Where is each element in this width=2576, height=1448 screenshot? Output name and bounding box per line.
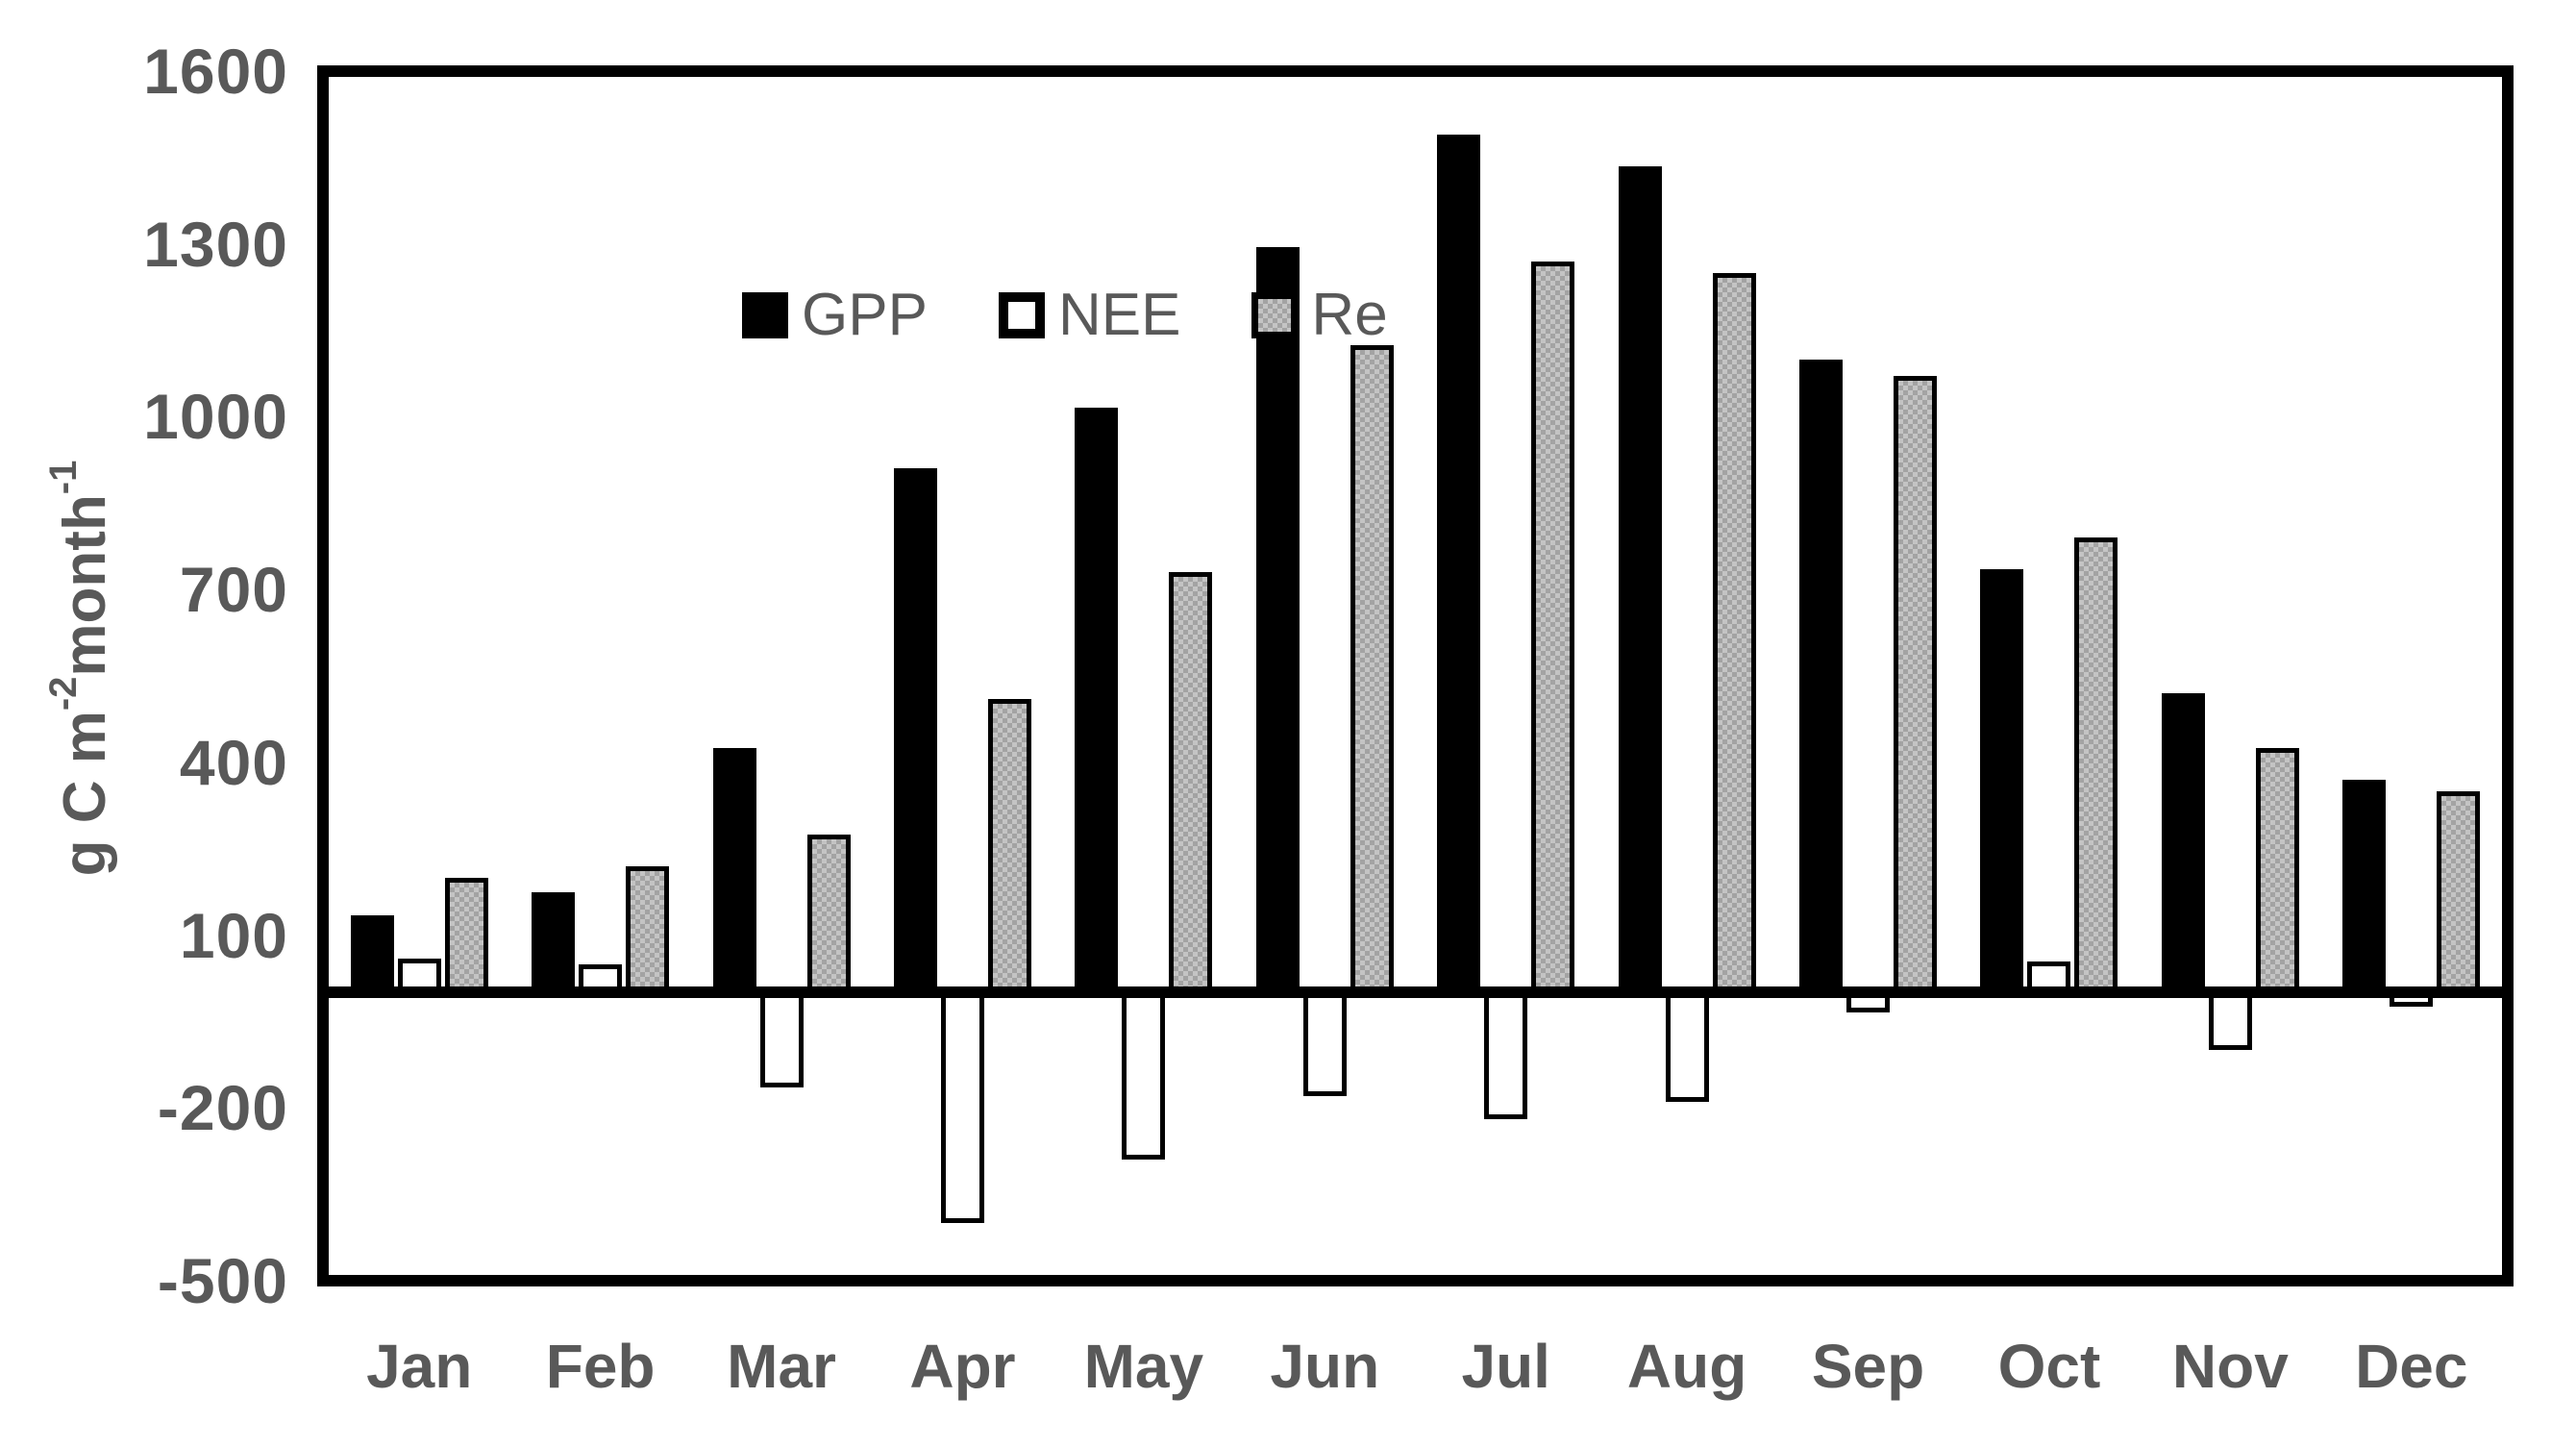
x-category-label-aug: Aug [1626, 1332, 1747, 1401]
legend-item-gpp: GPP [742, 281, 928, 349]
bar-nee-apr [940, 986, 984, 1224]
x-category-label-dec: Dec [2355, 1332, 2468, 1401]
bar-re-dec [2437, 790, 2481, 999]
bar-re-aug [1712, 272, 1756, 999]
bar-nee-aug [1665, 986, 1709, 1103]
legend-label: GPP [802, 282, 928, 348]
bar-re-jul [1531, 261, 1575, 999]
x-category-label-oct: Oct [1997, 1332, 2101, 1401]
bar-gpp-may [1075, 408, 1119, 999]
bar-re-jan [444, 877, 488, 999]
legend-item-re: Re [1251, 281, 1388, 349]
bar-gpp-jul [1437, 134, 1481, 999]
bar-gpp-apr [893, 468, 937, 999]
plot-area: GPP NEE Re [317, 65, 2514, 1286]
bar-gpp-nov [2161, 692, 2205, 999]
x-category-label-sep: Sep [1811, 1332, 1925, 1401]
x-category-label-jul: Jul [1461, 1332, 1550, 1401]
bar-gpp-aug [1618, 165, 1662, 999]
legend-label: NEE [1057, 282, 1181, 348]
bar-re-apr [987, 698, 1031, 999]
legend: GPP NEE Re [742, 281, 1388, 349]
x-category-label-mar: Mar [727, 1332, 836, 1401]
x-category-label-nov: Nov [2171, 1332, 2289, 1401]
bar-re-feb [626, 865, 670, 999]
bar-nee-jul [1484, 986, 1528, 1120]
y-tick-label: -500 [157, 1245, 288, 1316]
y-tick-label: 100 [179, 899, 288, 971]
bar-re-jun [1350, 344, 1394, 999]
x-category-label-apr: Apr [909, 1332, 1016, 1401]
bar-nee-jun [1302, 986, 1347, 1097]
bar-re-may [1169, 572, 1213, 999]
bar-re-nov [2255, 747, 2299, 999]
bar-re-oct [2074, 537, 2118, 999]
y-tick-label: 400 [179, 726, 288, 798]
y-tick-label: 1600 [143, 36, 288, 107]
x-category-label-jun: Jun [1270, 1332, 1380, 1401]
y-axis-title-superscript: -1 [41, 460, 85, 495]
bar-gpp-dec [2342, 779, 2387, 999]
bar-nee-mar [759, 986, 804, 1088]
bar-gpp-oct [1980, 569, 2024, 999]
legend-item-nee: NEE [998, 281, 1181, 349]
y-tick-label: 1300 [143, 208, 288, 280]
y-axis-title: g C m -2 month -1 [32, 207, 137, 1130]
zero-baseline [329, 986, 2502, 999]
legend-swatch-re [1251, 291, 1299, 338]
bar-re-mar [806, 834, 851, 999]
x-category-label-feb: Feb [545, 1332, 656, 1401]
x-category-label-jan: Jan [366, 1332, 473, 1401]
y-tick-label: 1000 [143, 381, 288, 453]
bar-nee-may [1122, 986, 1166, 1161]
bar-re-sep [1894, 376, 1938, 999]
legend-swatch-nee [998, 291, 1045, 338]
y-axis-title-superscript: -2 [41, 676, 85, 712]
bar-gpp-jan [350, 914, 394, 999]
legend-label: Re [1311, 282, 1388, 348]
legend-swatch-gpp [742, 291, 788, 338]
bar-gpp-feb [532, 891, 576, 999]
bar-gpp-mar [712, 747, 756, 999]
bar-gpp-jun [1255, 246, 1300, 999]
bar-gpp-sep [1799, 359, 1844, 999]
y-tick-label: -200 [157, 1072, 288, 1144]
x-category-label-may: May [1083, 1332, 1204, 1401]
y-tick-label: 700 [179, 554, 288, 626]
